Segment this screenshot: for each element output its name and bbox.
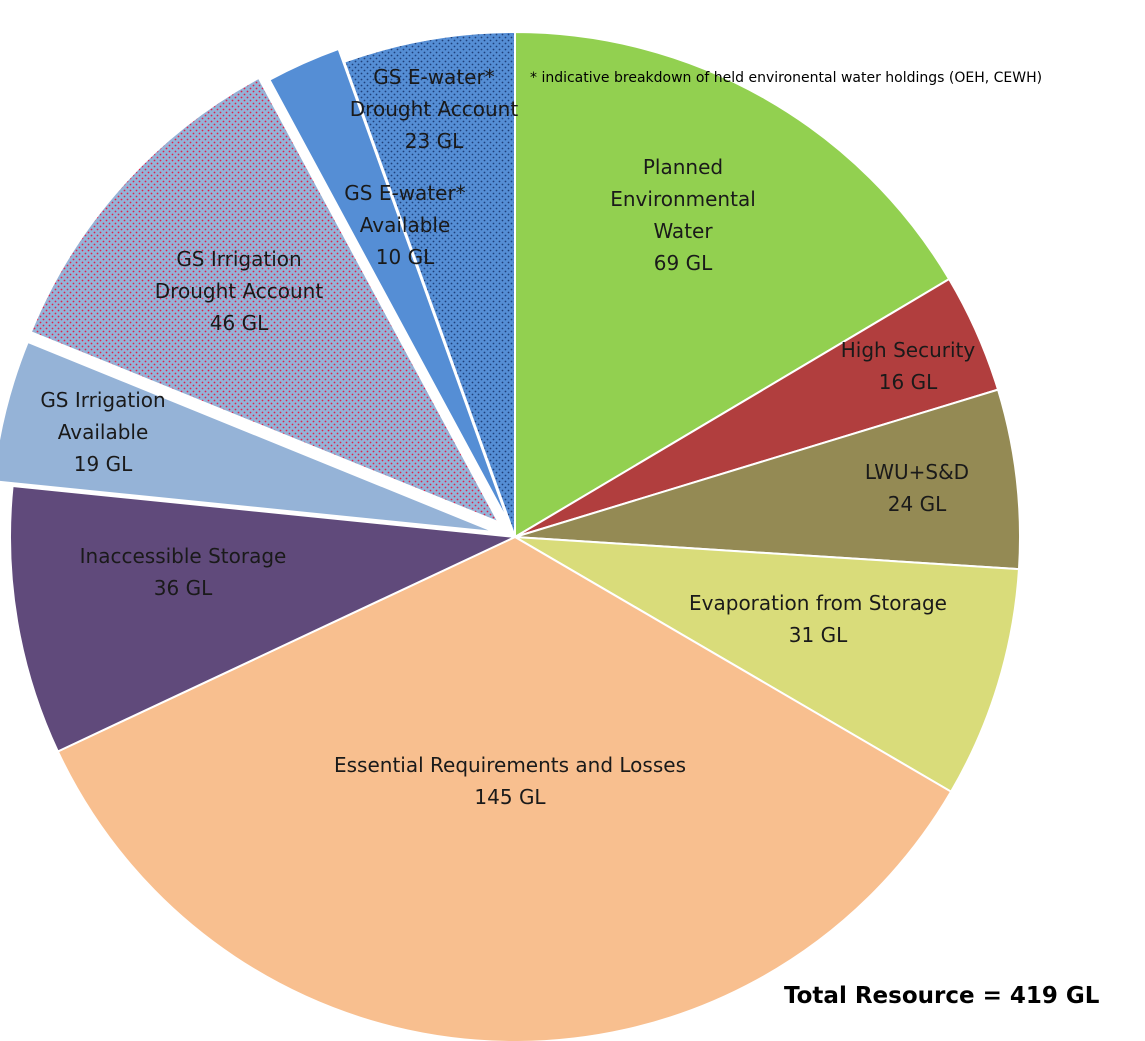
slice-label-gs-irrigation-drought-account: GS Irrigation Drought Account 46 GL [155,247,324,335]
slice-label-gs-e-water-available: GS E-water* Available 10 GL [344,181,465,269]
total-resource-label: Total Resource = 419 GL [784,983,1100,1009]
slice-label-planned-environmental-water: Planned Environmental Water 69 GL [610,155,756,275]
slice-label-essential-requirements-and-losses: Essential Requirements and Losses 145 GL [334,753,686,809]
pie-slice-evaporation-from-storage [514,536,1021,794]
slice-label-high-security: High Security 16 GL [841,338,976,394]
slice-label-evaporation-from-storage: Evaporation from Storage 31 GL [689,591,947,647]
pie-slice-inaccessible-storage [9,484,519,753]
pie-slice-gs-irrigation-drought-account [29,76,501,525]
pie-slice-lwu-s-d [514,388,1021,571]
slice-label-gs-irrigation-available: GS Irrigation Available 19 GL [40,388,165,476]
slice-label-inaccessible-storage: Inaccessible Storage 36 GL [80,544,287,600]
pie-slice-essential-requirements-and-losses [56,535,953,1041]
pie-slice-planned-environmental-water [514,30,951,539]
footnote: * indicative breakdown of held environen… [530,70,1043,86]
pie-slice-gs-e-water-drought-account [342,30,516,538]
pie-slice-gs-e-water-available [268,47,511,525]
pie-labels: Planned Environmental Water 69 GL High Secur… [40,65,975,809]
pie-slices [0,30,1021,1041]
slice-label-gs-e-water-drought-account: GS E-water* Drought Account 23 GL [350,65,519,153]
pie-slice-gs-irrigation-available [0,340,496,534]
slice-label-lwu-s-d: LWU+S&D 24 GL [865,460,969,516]
